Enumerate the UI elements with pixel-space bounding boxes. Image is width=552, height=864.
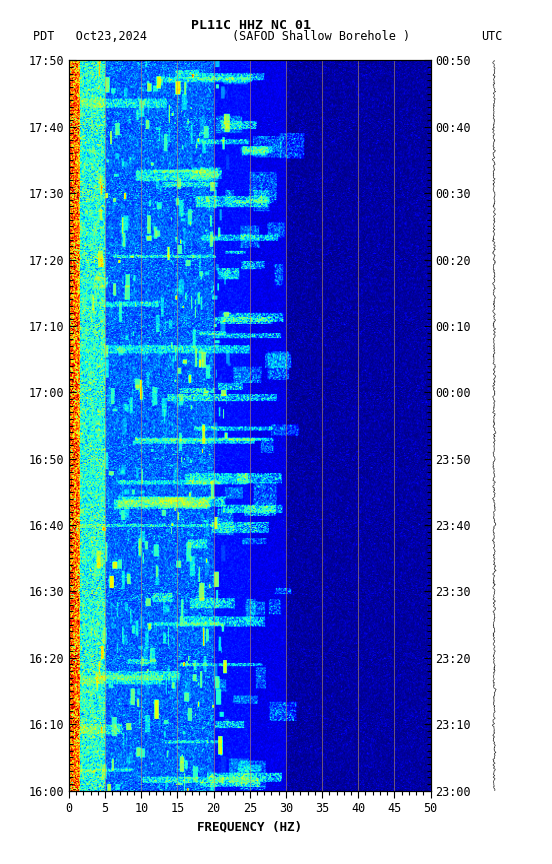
Text: PL11C HHZ NC 01: PL11C HHZ NC 01 (191, 19, 311, 32)
Text: PDT   Oct23,2024: PDT Oct23,2024 (33, 30, 147, 43)
X-axis label: FREQUENCY (HZ): FREQUENCY (HZ) (197, 821, 302, 834)
Text: UTC: UTC (481, 30, 502, 43)
Text: (SAFOD Shallow Borehole ): (SAFOD Shallow Borehole ) (232, 30, 410, 43)
